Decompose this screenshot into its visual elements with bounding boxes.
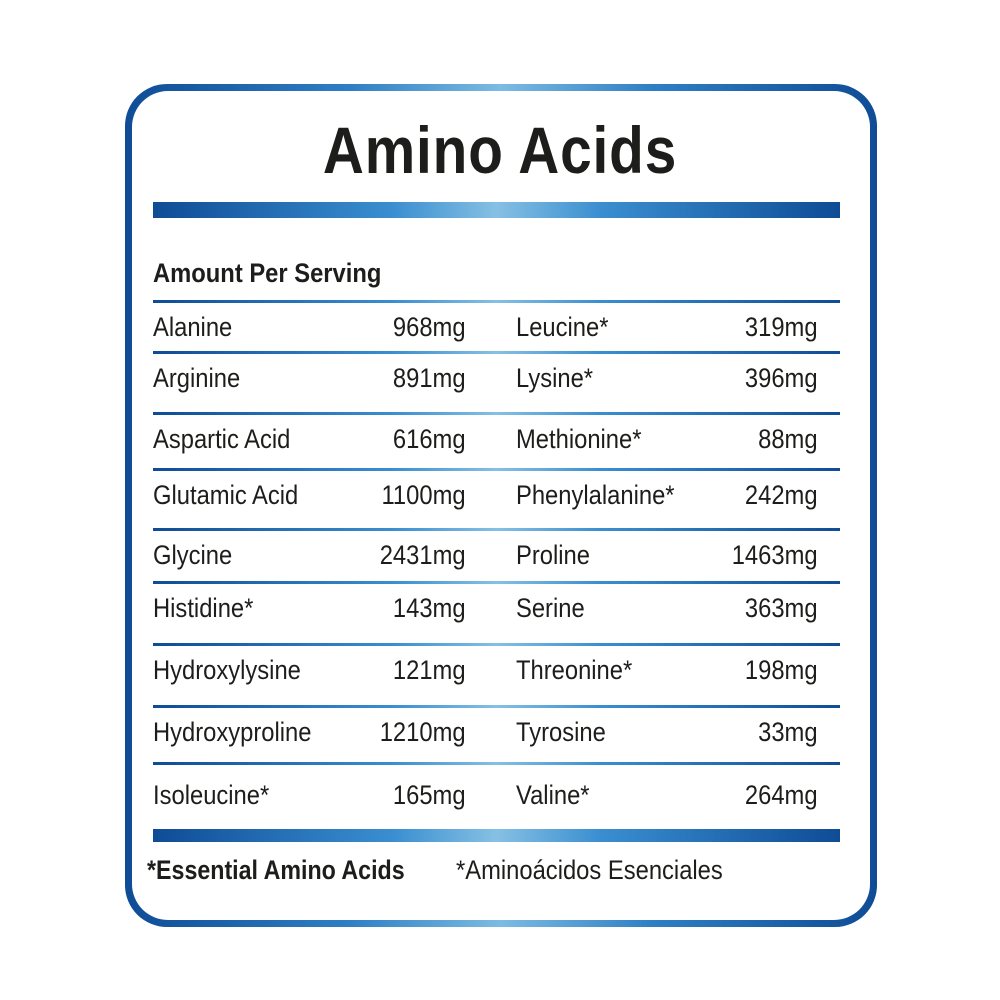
amino-acid-amount: 363mg <box>745 593 818 623</box>
row-divider <box>153 528 840 531</box>
amino-acid-name: Serine <box>516 593 585 623</box>
amino-acid-amount: 891mg <box>393 363 466 393</box>
amino-acid-amount: 264mg <box>745 780 818 810</box>
footnote-english: *Essential Amino Acids <box>147 855 405 885</box>
page-title: Amino Acids <box>322 113 678 187</box>
amino-acid-name: Lysine* <box>516 363 594 393</box>
table-row: Glutamic Acid 1100mg Phenylalanine* 242mg <box>153 468 840 528</box>
amino-acid-name: Leucine* <box>516 312 609 342</box>
amino-acid-amount: 198mg <box>745 655 818 685</box>
amino-acid-table: Alanine 968mg Leucine* 319mg Arginine 891mg Ly… <box>153 300 840 830</box>
row-divider <box>153 705 840 708</box>
amino-acid-name: Methionine* <box>516 424 642 454</box>
amino-acid-name: Alanine <box>153 312 233 342</box>
footnote-spanish: *Aminoácidos Esenciales <box>456 855 723 885</box>
table-row: Hydroxylysine 121mg Threonine* 198mg <box>153 643 840 705</box>
amino-acid-name: Valine* <box>516 780 590 810</box>
table-row: Alanine 968mg Leucine* 319mg <box>153 300 840 351</box>
amino-acid-amount: 319mg <box>745 312 818 342</box>
amino-acid-amount: 143mg <box>393 593 466 623</box>
amino-acid-amount: 242mg <box>745 480 818 510</box>
amino-acid-amount: 2431mg <box>380 540 466 570</box>
amino-acid-amount: 1100mg <box>381 480 466 510</box>
amino-acid-amount: 396mg <box>745 363 818 393</box>
serving-heading: Amount Per Serving <box>153 258 382 288</box>
label-panel <box>132 91 870 920</box>
row-divider <box>153 581 840 584</box>
amino-acid-name: Isoleucine* <box>153 780 270 810</box>
table-row: Glycine 2431mg Proline 1463mg <box>153 528 840 581</box>
title-divider <box>153 202 840 218</box>
amino-acid-name: Glutamic Acid <box>153 480 299 510</box>
row-divider <box>153 300 840 303</box>
row-divider <box>153 412 840 415</box>
amino-acid-amount: 1210mg <box>380 717 466 747</box>
table-row: Aspartic Acid 616mg Methionine* 88mg <box>153 412 840 468</box>
table-row: Isoleucine* 165mg Valine* 264mg <box>153 762 840 830</box>
row-divider <box>153 351 840 354</box>
amino-acid-name: Aspartic Acid <box>153 424 291 454</box>
amino-acid-amount: 88mg <box>758 424 818 454</box>
label-border <box>125 84 877 927</box>
amino-acid-name: Phenylalanine* <box>516 480 675 510</box>
table-row: Hydroxyproline 1210mg Tyrosine 33mg <box>153 705 840 762</box>
amino-acid-amount: 968mg <box>393 312 466 342</box>
amino-acid-name: Hydroxylysine <box>153 655 301 685</box>
amino-acid-amount: 616mg <box>393 424 466 454</box>
amino-acid-name: Threonine* <box>516 655 633 685</box>
amino-acid-amount: 121mg <box>393 655 466 685</box>
row-divider <box>153 762 840 765</box>
bottom-divider <box>153 829 840 842</box>
amino-acid-name: Hydroxyproline <box>153 717 312 747</box>
table-row: Arginine 891mg Lysine* 396mg <box>153 351 840 412</box>
amino-acid-name: Proline <box>516 540 590 570</box>
amino-acid-name: Glycine <box>153 540 233 570</box>
row-divider <box>153 468 840 471</box>
amino-acid-name: Arginine <box>153 363 241 393</box>
amino-acid-amount: 165mg <box>393 780 466 810</box>
amino-acid-name: Histidine* <box>153 593 254 623</box>
row-divider <box>153 643 840 646</box>
amino-acid-name: Tyrosine <box>516 717 606 747</box>
amino-acid-amount: 1463mg <box>732 540 818 570</box>
amino-acid-amount: 33mg <box>758 717 818 747</box>
table-row: Histidine* 143mg Serine 363mg <box>153 581 840 643</box>
